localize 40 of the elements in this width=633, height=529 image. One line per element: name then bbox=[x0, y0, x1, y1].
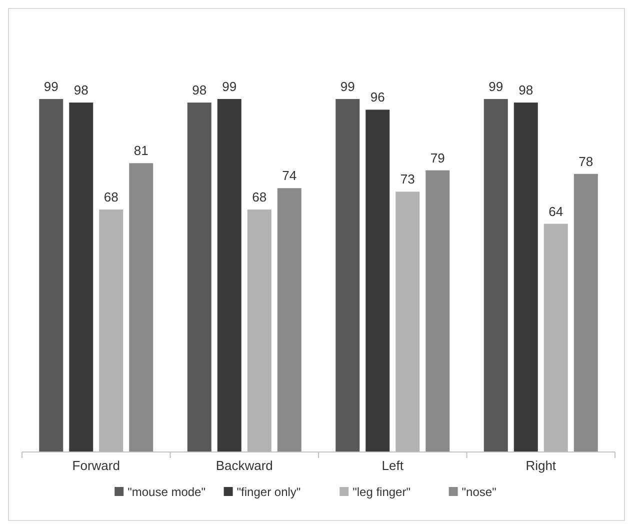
bar bbox=[366, 110, 390, 452]
bar bbox=[277, 188, 302, 452]
data-label: 68 bbox=[104, 190, 118, 205]
data-label: 98 bbox=[192, 82, 207, 98]
bar bbox=[484, 99, 508, 452]
bar bbox=[426, 170, 450, 452]
legend-label: "nose" bbox=[462, 485, 496, 499]
data-label: 99 bbox=[44, 79, 58, 94]
bar bbox=[544, 224, 568, 452]
x-tick-label: Backward bbox=[216, 458, 273, 473]
data-label: 81 bbox=[134, 143, 148, 158]
bar bbox=[247, 210, 272, 452]
x-tick-label: Left bbox=[382, 458, 404, 473]
data-label: 98 bbox=[74, 82, 88, 98]
data-label: 99 bbox=[340, 79, 355, 94]
legend-label: "finger only" bbox=[236, 485, 301, 499]
bar bbox=[99, 210, 124, 452]
bar bbox=[69, 102, 94, 452]
bar bbox=[514, 102, 538, 452]
bar bbox=[217, 99, 242, 452]
data-label: 79 bbox=[430, 150, 445, 166]
data-label: 99 bbox=[488, 79, 504, 94]
data-label: 96 bbox=[370, 90, 385, 105]
data-label: 74 bbox=[282, 168, 297, 184]
x-tick-label: Forward bbox=[72, 458, 120, 473]
legend-label: "leg finger" bbox=[352, 485, 410, 499]
bar bbox=[336, 99, 360, 452]
data-label: 78 bbox=[578, 154, 594, 169]
bar bbox=[574, 174, 598, 452]
bar bbox=[396, 192, 420, 452]
data-label: 73 bbox=[400, 172, 415, 187]
bar bbox=[187, 102, 212, 452]
legend-label: "mouse mode" bbox=[128, 485, 206, 499]
data-label: 99 bbox=[222, 79, 237, 94]
bar bbox=[129, 163, 154, 452]
x-tick-label: Right bbox=[526, 458, 556, 473]
data-label: 64 bbox=[548, 204, 564, 219]
data-label: 98 bbox=[518, 82, 534, 98]
bar bbox=[39, 99, 64, 452]
data-label: 68 bbox=[252, 190, 267, 205]
